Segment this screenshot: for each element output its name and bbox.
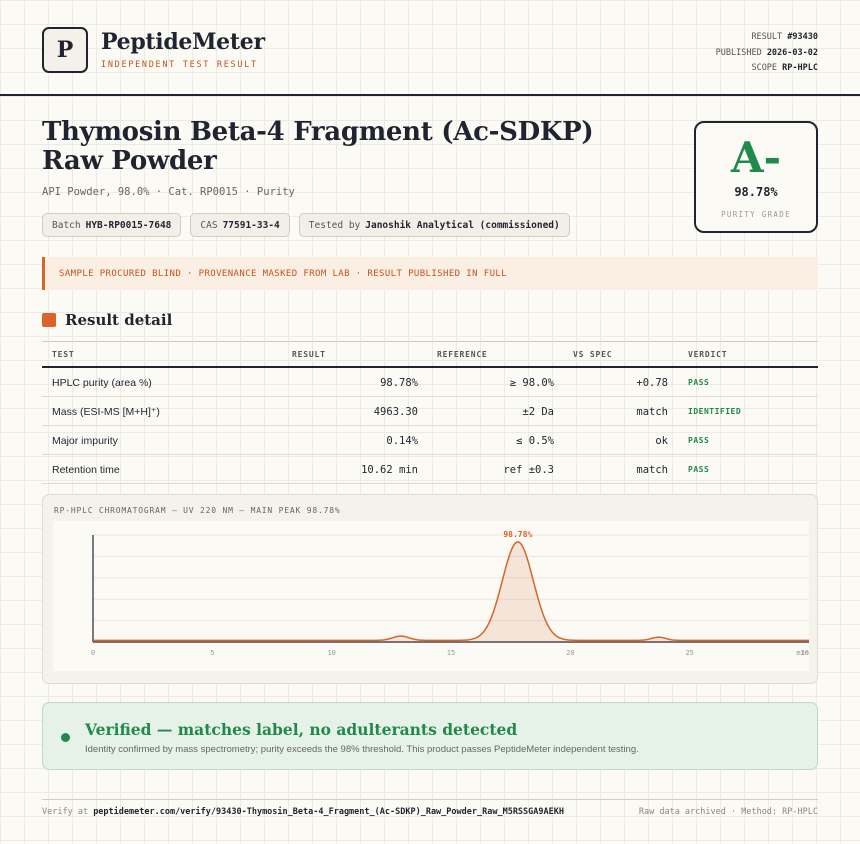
cell-reference: ±2 Da [522, 406, 554, 418]
cell-result: 98.78% [380, 377, 418, 389]
tested-by-chip: Tested by Janoshik Analytical (commission… [298, 213, 570, 237]
batch-chip: Batch HYB-RP0015-7648 [42, 213, 182, 237]
brand-name: PeptideMeter [101, 29, 265, 55]
product-title: Thymosin Beta-4 Fragment (Ac-SDKP) Raw P… [42, 117, 594, 176]
grade-letter: A- [730, 133, 782, 182]
cell-verdict: IDENTIFIED [688, 407, 742, 416]
verified-banner: Verified — matches label, no adulterants… [42, 702, 818, 770]
chart-title: RP-HPLC CHROMATOGRAM — UV 220 NM — MAIN … [54, 506, 341, 515]
cell-vs-spec: match [636, 464, 668, 476]
section-marker-icon [42, 313, 56, 327]
x-tick-label: 15 [447, 649, 455, 657]
meta-published: PUBLISHED 2026-03-02 [715, 47, 818, 58]
product-chips: Batch HYB-RP0015-7648 CAS 77591-33-4 Teste… [42, 213, 570, 237]
verified-title: Verified — matches label, no adulterants… [85, 720, 518, 739]
cell-vs-spec: ok [655, 435, 668, 447]
footer-divider [42, 799, 818, 800]
cell-test: Retention time [52, 464, 120, 476]
product-subline: API Powder, 98.0% · Cat. RP0015 · Purity [42, 186, 295, 198]
logo: P [42, 27, 88, 73]
verify-link[interactable]: peptidemeter.com/verify/93430-Thymosin_B… [93, 807, 564, 817]
th-vs-spec: VS SPEC [573, 350, 613, 359]
result-meta: RESULT #93430 PUBLISHED 2026-03-02 SCOPE… [716, 30, 818, 77]
cell-result: 10.62 min [361, 464, 418, 476]
cell-vs-spec: match [636, 406, 668, 418]
chromatogram-card: RP-HPLC CHROMATOGRAM — UV 220 NM — MAIN … [42, 494, 818, 684]
result-table: TEST RESULT REFERENCE VS SPEC VERDICT HP… [42, 341, 818, 484]
blind-procurement-notice: SAMPLE PROCURED BLIND · PROVENANCE MASKE… [42, 257, 818, 290]
chart-annotations: 98.78% [503, 530, 532, 539]
x-tick-label: 20 [566, 649, 574, 657]
th-result: RESULT [292, 350, 326, 359]
table-header: TEST RESULT REFERENCE VS SPEC VERDICT [42, 341, 818, 368]
table-row: Retention time 10.62 min ref ±0.3 match … [42, 455, 818, 484]
grade-label: PURITY GRADE [721, 210, 791, 219]
x-tick-label: 0 [91, 649, 95, 657]
th-verdict: VERDICT [688, 350, 728, 359]
meta-scope: SCOPE RP-HPLC [751, 63, 818, 73]
cas-chip: CAS 77591-33-4 [190, 213, 290, 237]
verified-dot-icon [61, 733, 70, 742]
cell-reference: ≥ 98.0% [509, 377, 554, 389]
cell-result: 4963.30 [373, 406, 418, 418]
x-tick-label: 5 [210, 649, 214, 657]
table-row: Major impurity 0.14% ≤ 0.5% ok PASS [42, 426, 818, 455]
peak-label: 98.78% [503, 530, 532, 539]
verify-footer: Verify at peptidemeter.com/verify/93430-… [42, 807, 564, 817]
cell-vs-spec: +0.78 [636, 377, 668, 389]
x-tick-label: 10 [327, 649, 335, 657]
x-tick-label: 30 [801, 649, 809, 657]
cell-test: HPLC purity (area %) [52, 377, 152, 389]
verified-description: Identity confirmed by mass spectrometry;… [85, 744, 639, 755]
th-test: TEST [52, 350, 75, 359]
section-title: Result detail [65, 311, 173, 329]
brand-tagline: INDEPENDENT TEST RESULT [101, 60, 258, 70]
report-header: P PeptideMeter INDEPENDENT TEST RESULT R… [0, 0, 860, 96]
cell-verdict: PASS [688, 465, 710, 474]
cell-reference: ≤ 0.5% [516, 435, 554, 447]
cell-test: Major impurity [52, 435, 118, 447]
grade-value: 98.78% [734, 185, 778, 199]
table-row: Mass (ESI-MS [M+H]⁺) 4963.30 ±2 Da match… [42, 397, 818, 426]
footer-method: Raw data archived · Method: RP-HPLC [638, 807, 818, 817]
chart-plot-bg [53, 521, 809, 671]
logo-letter: P [56, 37, 74, 63]
x-unit-label: min [796, 649, 809, 657]
x-tick-label: 25 [685, 649, 693, 657]
th-reference: REFERENCE [437, 350, 488, 359]
cell-test: Mass (ESI-MS [M+H]⁺) [52, 406, 160, 418]
cell-result: 0.14% [386, 435, 418, 447]
cell-verdict: PASS [688, 436, 710, 445]
meta-result: RESULT #93430 [751, 32, 818, 42]
purity-grade-card: A- 98.78% PURITY GRADE [694, 121, 818, 233]
cell-verdict: PASS [688, 378, 710, 387]
table-row: HPLC purity (area %) 98.78% ≥ 98.0% +0.7… [42, 368, 818, 397]
cell-reference: ref ±0.3 [503, 464, 554, 476]
chromatogram-line [93, 541, 809, 642]
